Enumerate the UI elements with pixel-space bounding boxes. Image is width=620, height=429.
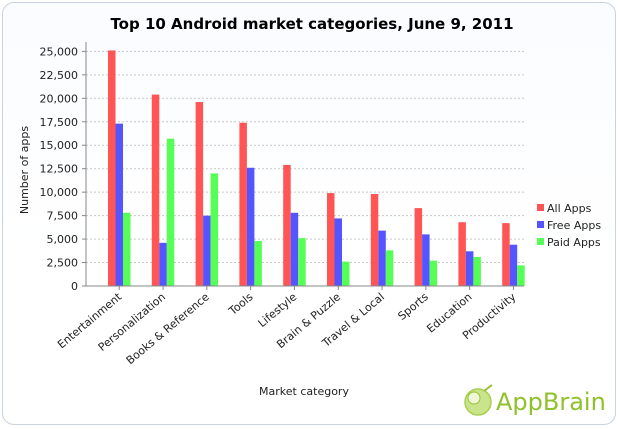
bar-all-apps [195,102,204,286]
x-axis-label: Market category [259,385,349,398]
bar-free-apps [465,251,474,286]
x-tick-label: Sports [395,290,431,323]
bar-all-apps [108,50,116,287]
chart-title: Top 10 Android market categories, June 9… [110,15,513,33]
bar-all-apps [502,223,510,286]
y-axis-ticks: 0 2,500 5,000 7,500 10,000 12,500 15,000 17,500… [40,45,86,293]
bar-paid-apps [123,212,131,286]
chart-frame [2,2,616,425]
bar-paid-apps [166,138,175,286]
gridlines [86,50,524,264]
x-tick-label: Lifestyle [256,290,300,330]
legend-label: Free Apps [547,219,601,232]
bar-all-apps [414,208,423,286]
bar-free-apps [378,230,386,286]
appbrain-logo-icon [464,384,493,416]
bar-paid-apps [342,261,350,286]
bar-all-apps [283,164,291,286]
appbrain-wordmark: AppBrain [496,388,606,416]
bar-all-apps [327,193,335,286]
bar-free-apps [334,218,342,286]
y-tick-label: 12,500 [40,163,79,176]
legend-swatch [537,204,544,211]
bar-free-apps [509,244,518,286]
bar-paid-apps [254,240,262,286]
y-tick-label: 0 [71,280,78,293]
y-tick-label: 2,500 [47,257,79,270]
x-tick-label: Tools [226,290,256,318]
bar-paid-apps [210,173,219,286]
bar-all-apps [458,222,466,286]
bar-free-apps [246,167,255,286]
bar-free-apps [115,123,123,287]
y-tick-label: 10,000 [40,186,79,199]
appbrain-logo: AppBrain [464,384,606,416]
bar-free-apps [159,242,167,286]
bar-paid-apps [298,238,306,286]
bar-paid-apps [429,260,438,286]
x-tick-label: Books & Reference [124,290,212,367]
bar-free-apps [203,215,211,286]
y-tick-label: 17,500 [40,116,79,129]
bar-free-apps [290,212,299,286]
bar-all-apps [370,194,379,286]
bar-paid-apps [517,265,525,286]
bar-all-apps [239,122,247,286]
bar-all-apps [151,94,160,286]
y-tick-label: 5,000 [47,233,79,246]
y-tick-label: 20,000 [40,92,79,105]
legend-label: All Apps [547,202,592,215]
y-tick-label: 15,000 [40,139,79,152]
y-axis-label: Number of apps [18,126,31,214]
legend: All Apps Free Apps Paid Apps [537,202,601,249]
bar-paid-apps [473,256,481,286]
y-tick-label: 7,500 [47,210,79,223]
y-tick-label: 25,000 [40,45,79,58]
legend-label: Paid Apps [547,236,601,249]
bar-free-apps [422,234,430,286]
legend-swatch [537,238,544,245]
legend-swatch [537,221,544,228]
bar-paid-apps [385,250,394,286]
y-tick-label: 22,500 [40,69,79,82]
bars [108,50,525,287]
